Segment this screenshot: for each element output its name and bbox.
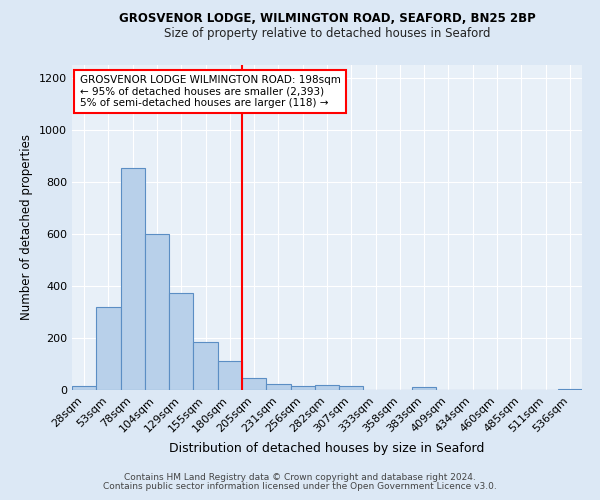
Bar [96,307,121,390]
Bar [169,292,193,390]
Bar [412,388,436,390]
Bar [72,386,96,390]
Bar [242,378,266,390]
Bar [558,388,582,390]
Bar [218,362,242,390]
Bar [266,384,290,390]
Bar [290,386,315,390]
X-axis label: Distribution of detached houses by size in Seaford: Distribution of detached houses by size … [169,442,485,455]
Text: Contains HM Land Registry data © Crown copyright and database right 2024.: Contains HM Land Registry data © Crown c… [124,474,476,482]
Text: Contains public sector information licensed under the Open Government Licence v3: Contains public sector information licen… [103,482,497,491]
Bar [193,342,218,390]
Bar [315,385,339,390]
Bar [339,386,364,390]
Bar [145,234,169,390]
Text: Size of property relative to detached houses in Seaford: Size of property relative to detached ho… [164,28,490,40]
Text: GROSVENOR LODGE WILMINGTON ROAD: 198sqm
← 95% of detached houses are smaller (2,: GROSVENOR LODGE WILMINGTON ROAD: 198sqm … [80,74,341,108]
Y-axis label: Number of detached properties: Number of detached properties [20,134,34,320]
Text: GROSVENOR LODGE, WILMINGTON ROAD, SEAFORD, BN25 2BP: GROSVENOR LODGE, WILMINGTON ROAD, SEAFOR… [119,12,535,26]
Bar [121,168,145,390]
